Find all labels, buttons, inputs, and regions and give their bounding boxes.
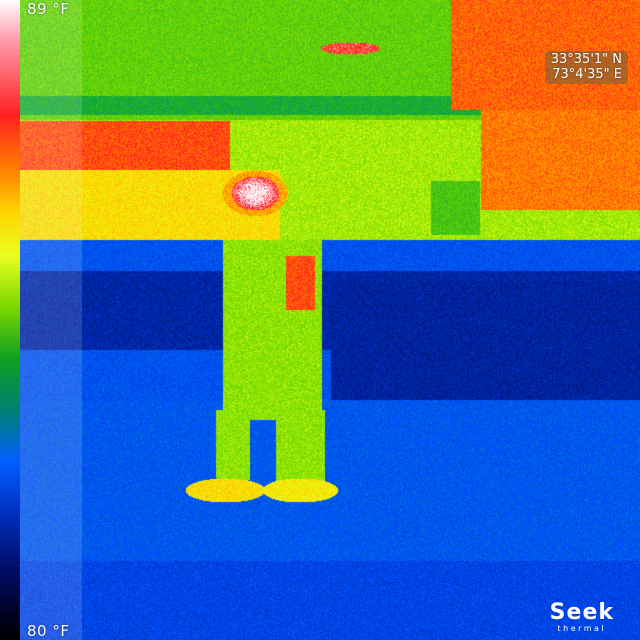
- longitude-text: 73°4'35" E: [552, 67, 622, 82]
- temperature-color-scale: [0, 0, 20, 640]
- min-temperature-label: 80 °F: [27, 622, 70, 640]
- brand-name: Seek: [549, 600, 614, 625]
- latitude-text: 33°35'1" N: [550, 52, 622, 67]
- gps-coordinates: 33°35'1" N 73°4'35" E: [544, 51, 628, 84]
- seek-thermal-logo: Seek thermal: [550, 602, 614, 633]
- max-temperature-label: 89 °F: [27, 0, 70, 18]
- brand-subtitle: thermal: [557, 624, 607, 633]
